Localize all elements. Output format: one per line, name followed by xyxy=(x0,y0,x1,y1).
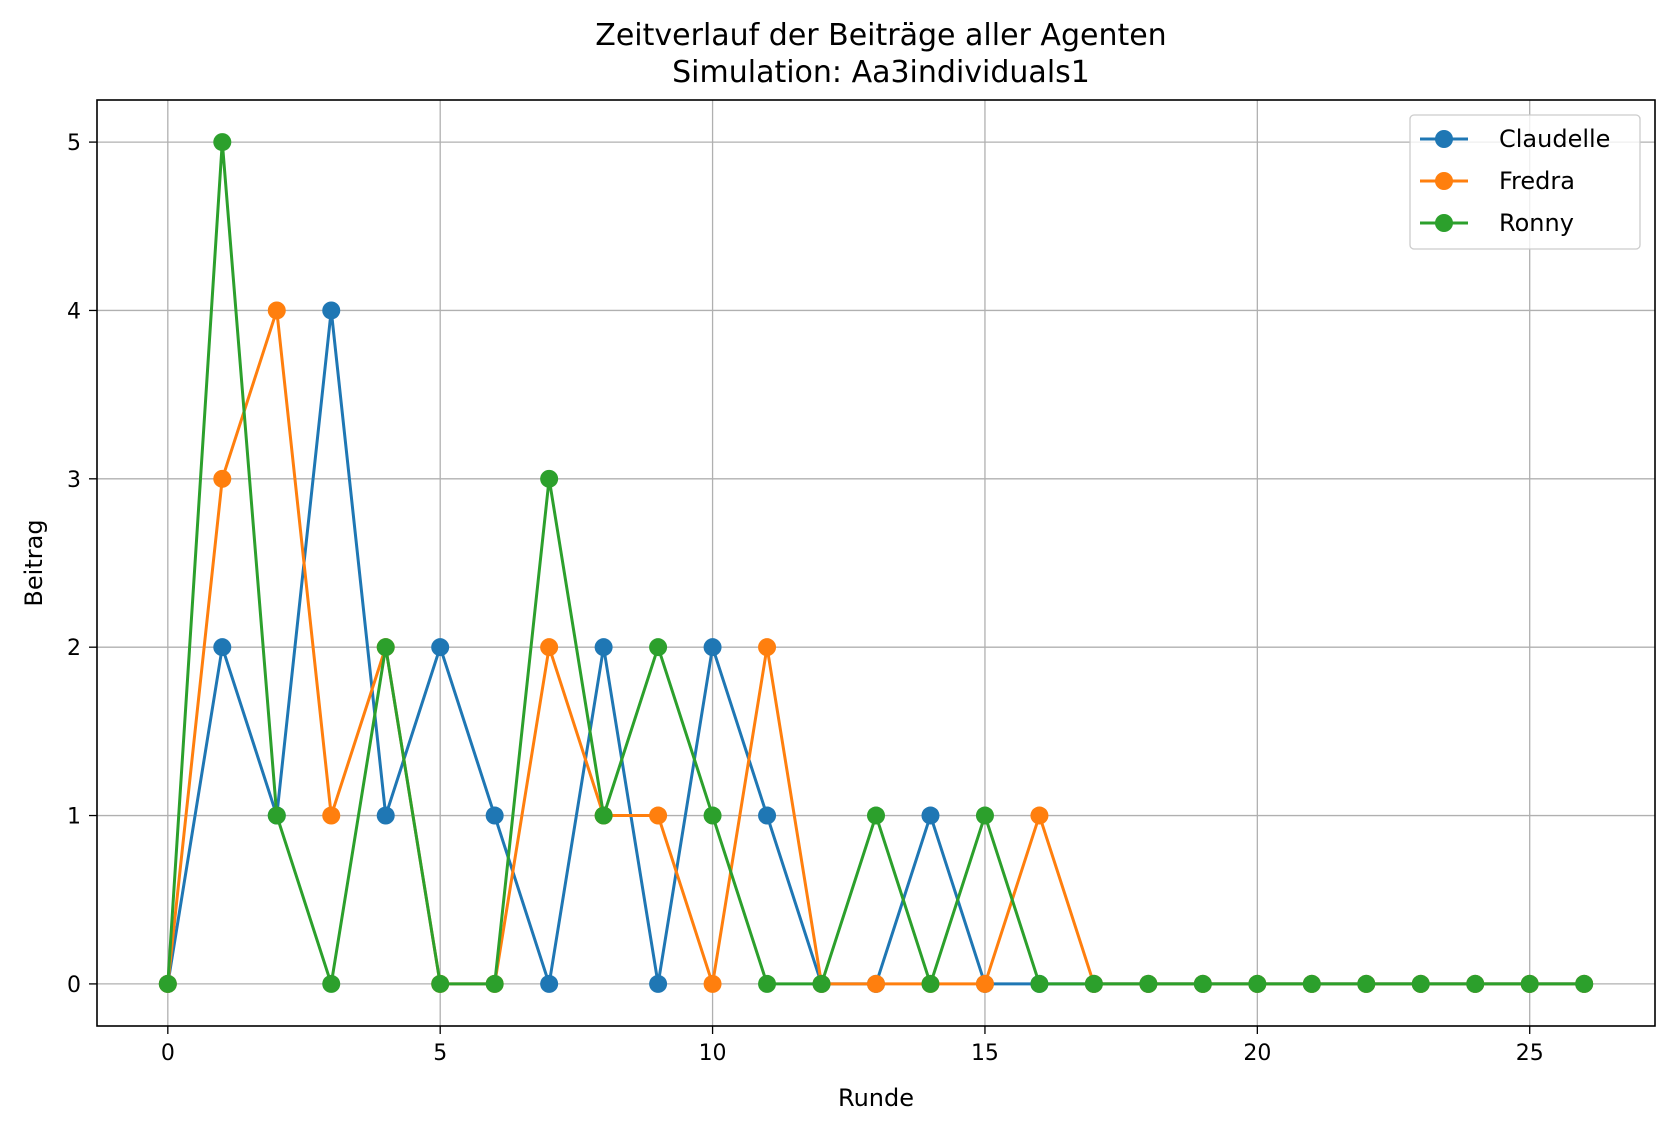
x-tick-label: 0 xyxy=(161,1041,175,1066)
data-point-ronny xyxy=(267,806,286,825)
data-point-ronny xyxy=(649,638,668,657)
data-point-claudelle xyxy=(376,806,395,825)
data-point-ronny xyxy=(1084,974,1103,993)
x-tick-label: 10 xyxy=(699,1041,727,1066)
data-point-ronny xyxy=(1411,974,1430,993)
data-point-fredra xyxy=(540,638,559,657)
chart-subtitle: Simulation: Aa3individuals1 xyxy=(672,55,1090,90)
data-point-ronny xyxy=(431,974,450,993)
data-point-fredra xyxy=(322,806,341,825)
data-point-fredra xyxy=(1030,806,1049,825)
legend-marker-fredra xyxy=(1435,172,1453,190)
data-point-ronny xyxy=(1357,974,1376,993)
data-point-ronny xyxy=(1248,974,1267,993)
data-point-claudelle xyxy=(485,806,504,825)
y-tick-label: 4 xyxy=(67,299,81,324)
data-point-ronny xyxy=(376,638,395,657)
data-point-fredra xyxy=(213,469,232,488)
legend-label-ronny: Ronny xyxy=(1499,209,1574,237)
data-point-claudelle xyxy=(649,974,668,993)
legend-label-claudelle: Claudelle xyxy=(1499,125,1610,153)
data-point-ronny xyxy=(1520,974,1539,993)
data-point-ronny xyxy=(594,806,613,825)
data-point-ronny xyxy=(812,974,831,993)
series-layer xyxy=(158,133,1594,993)
data-point-ronny xyxy=(1575,974,1594,993)
plot-frame xyxy=(96,99,1656,1027)
y-tick-label: 2 xyxy=(67,636,81,661)
y-axis-label: Beitrag xyxy=(20,519,48,606)
y-tick-label: 3 xyxy=(67,468,81,493)
data-point-ronny xyxy=(485,974,504,993)
data-point-claudelle xyxy=(431,638,450,657)
data-point-fredra xyxy=(267,301,286,320)
data-point-ronny xyxy=(1193,974,1212,993)
data-point-fredra xyxy=(975,974,994,993)
data-point-claudelle xyxy=(322,301,341,320)
y-tick-label: 5 xyxy=(67,131,81,156)
legend: Claudelle Fredra Ronny xyxy=(1409,114,1641,250)
data-point-ronny xyxy=(213,133,232,152)
data-point-ronny xyxy=(1139,974,1158,993)
y-tick-label: 1 xyxy=(67,805,81,830)
data-point-fredra xyxy=(703,974,722,993)
data-point-ronny xyxy=(322,974,341,993)
data-point-ronny xyxy=(1466,974,1485,993)
data-point-ronny xyxy=(921,974,940,993)
x-axis-label: Runde xyxy=(838,1084,914,1112)
data-point-fredra xyxy=(867,974,885,993)
legend-label-fredra: Fredra xyxy=(1499,167,1575,195)
data-point-ronny xyxy=(1302,974,1321,993)
chart-title: Zeitverlauf der Beiträge aller Agenten xyxy=(595,18,1166,53)
data-point-claudelle xyxy=(703,638,722,657)
x-tick-label: 5 xyxy=(433,1041,447,1066)
x-tick-label: 15 xyxy=(971,1041,999,1066)
data-point-ronny xyxy=(703,806,722,825)
legend-box xyxy=(1409,114,1641,250)
x-tick-label: 25 xyxy=(1516,1041,1544,1066)
data-point-claudelle xyxy=(594,638,613,657)
data-point-claudelle xyxy=(213,638,232,657)
data-point-ronny xyxy=(540,469,559,488)
axis-ticks: 0 5 10 15 20 25 0 1 2 3 4 5 xyxy=(67,131,1544,1066)
data-point-ronny xyxy=(758,974,777,993)
x-tick-label: 20 xyxy=(1243,1041,1271,1066)
data-point-fredra xyxy=(649,806,668,825)
data-point-ronny xyxy=(1030,974,1049,993)
legend-marker-ronny xyxy=(1435,214,1453,232)
data-point-claudelle xyxy=(758,806,777,825)
data-point-ronny xyxy=(158,974,177,993)
data-point-claudelle xyxy=(540,974,559,993)
data-point-ronny xyxy=(975,806,994,825)
data-point-fredra xyxy=(758,638,777,657)
legend-marker-claudelle xyxy=(1435,130,1453,148)
y-tick-label: 0 xyxy=(67,973,81,998)
legend-items: Claudelle Fredra Ronny xyxy=(1420,125,1610,237)
data-point-claudelle xyxy=(921,806,940,825)
data-point-ronny xyxy=(867,806,885,825)
